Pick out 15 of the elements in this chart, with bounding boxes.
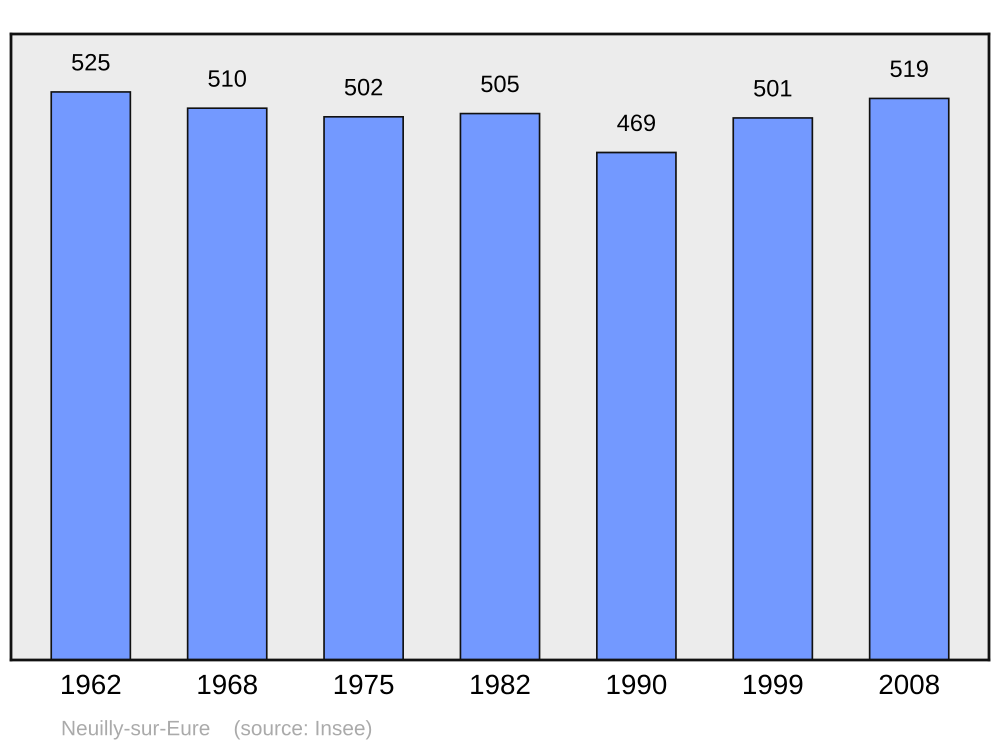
x-tick-label: 1962 (62, 674, 120, 694)
x-tick-label: 1975 (334, 674, 394, 694)
x-tick-label: 2008 (880, 674, 939, 694)
data-label: 505 (481, 76, 519, 92)
data-label: 525 (72, 54, 110, 71)
x-tick-label: 1982 (471, 674, 530, 694)
data-label: 502 (344, 78, 382, 96)
x-tick-label: 1968 (198, 674, 257, 694)
text: Neuilly-sur-Eure (source: Insee) (62, 720, 372, 740)
data-label: 469 (617, 114, 655, 132)
x-tick-label: 1990 (608, 674, 666, 694)
data-label: 519 (890, 60, 928, 78)
data-label: 510 (208, 70, 246, 87)
data-label: 501 (754, 80, 792, 97)
x-tick-label: 1999 (744, 674, 802, 694)
